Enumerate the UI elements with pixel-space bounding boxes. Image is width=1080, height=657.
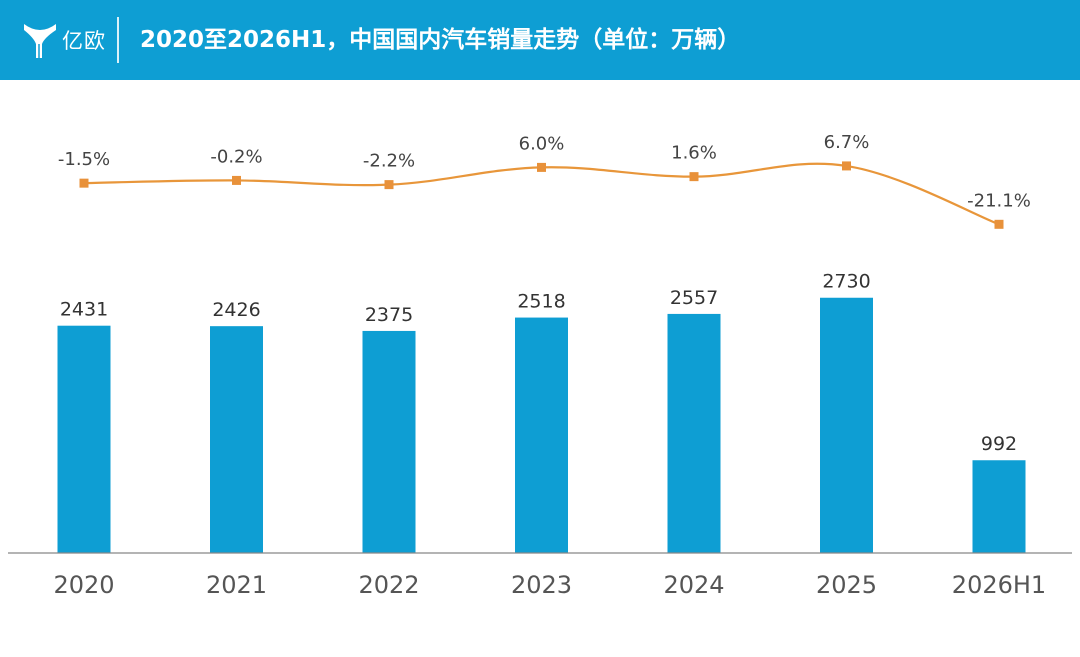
x-axis: 2020 2021 2022 2023 2024 2025 2026H1 — [8, 552, 1072, 599]
growth-line — [83, 162, 1000, 226]
bar-value-label: 2730 — [822, 271, 870, 293]
x-tick-label: 2025 — [816, 571, 877, 599]
growth-marker — [384, 180, 394, 190]
bar — [667, 313, 721, 553]
x-tick-label: 2024 — [663, 571, 724, 599]
x-tick-label: 2020 — [53, 571, 114, 599]
bar — [57, 325, 111, 553]
growth-line-layer: -1.5% -0.2% -2.2% 6.0% 1.6% 6.7% -21.1% — [58, 132, 1031, 229]
header-bar: 亿欧 2020至2026H1，中国国内汽车销量走势（单位：万辆） — [0, 0, 1080, 80]
x-tick-label: 2022 — [358, 571, 419, 599]
x-tick-label: 2023 — [511, 571, 572, 599]
bar-value-label: 2557 — [670, 287, 718, 309]
bar — [820, 297, 873, 553]
bar — [972, 460, 1026, 553]
growth-rate-label: 6.0% — [519, 133, 565, 154]
bar — [362, 330, 416, 553]
growth-marker — [79, 178, 89, 188]
bar-value-label: 2426 — [212, 299, 260, 321]
bar-value-label: 2518 — [517, 291, 565, 313]
logo-text: 亿欧 — [62, 29, 106, 53]
growth-rate-label: 1.6% — [671, 143, 717, 164]
bar-layer: 2431 2426 2375 2518 2557 2730 992 — [57, 271, 1026, 553]
bar-value-label: 2375 — [365, 304, 413, 326]
bar — [515, 317, 568, 553]
growth-rate-label: -1.5% — [58, 149, 110, 170]
growth-rate-label: -0.2% — [210, 146, 262, 167]
growth-marker — [994, 219, 1004, 229]
bar — [210, 326, 263, 553]
growth-rate-label: -2.2% — [363, 151, 415, 172]
bar-value-label: 992 — [981, 433, 1017, 455]
x-tick-label: 2026H1 — [952, 571, 1046, 599]
logo: 亿欧 — [22, 16, 106, 64]
growth-rate-label: -21.1% — [967, 190, 1031, 211]
header-divider — [117, 17, 119, 63]
sales-chart: -1.5% -0.2% -2.2%6.0% 1.6%6.7%-21.1% 2431 24… — [8, 132, 1072, 599]
yiou-logo-icon — [24, 24, 56, 58]
bar-value-label: 2431 — [60, 299, 108, 321]
growth-marker — [842, 161, 851, 171]
x-tick-label: 2021 — [206, 571, 267, 599]
growth-marker — [689, 172, 699, 182]
growth-marker — [537, 162, 546, 172]
chart-title: 2020至2026H1，中国国内汽车销量走势（单位：万辆） — [140, 27, 741, 53]
growth-marker — [232, 175, 241, 185]
growth-rate-label: 6.7% — [824, 132, 870, 153]
